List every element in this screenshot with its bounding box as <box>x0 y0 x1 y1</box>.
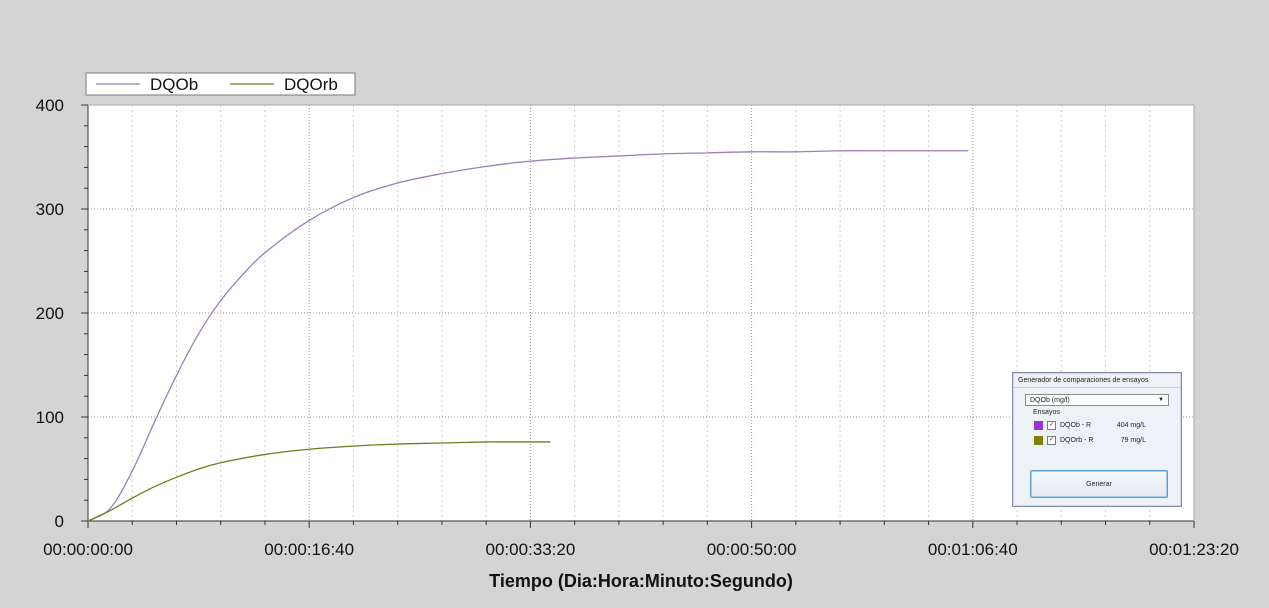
assay-checkbox[interactable]: ✓ <box>1047 421 1056 430</box>
y-tick-label: 300 <box>36 200 64 219</box>
series-line-dqob <box>87 150 969 522</box>
y-tick-label: 0 <box>55 512 64 531</box>
y-ticks: 0 100 200 300 400 <box>36 96 64 531</box>
legend-label-dqorb: DQOrb <box>284 75 338 94</box>
y-tick-label: 200 <box>36 304 64 323</box>
assays-group-label: Ensayos <box>1033 409 1060 416</box>
x-tick-label: 00:00:33:20 <box>485 540 575 559</box>
x-ticks: 00:00:00:00 00:00:16:40 00:00:33:20 00:00:5… <box>43 540 1239 559</box>
x-tick-label: 00:00:00:00 <box>43 540 133 559</box>
assay-name: DQOb - R <box>1060 422 1092 429</box>
x-tick-label: 00:00:16:40 <box>264 540 354 559</box>
axes <box>81 104 1195 528</box>
panel-title: Generador de comparaciones de ensayos <box>1013 373 1181 388</box>
assay-checkbox[interactable]: ✓ <box>1047 436 1056 445</box>
dropdown-value: DQOb (mg/l) <box>1030 396 1070 404</box>
parameter-dropdown[interactable]: DQOb (mg/l) ▼ <box>1025 394 1169 406</box>
chevron-down-icon: ▼ <box>1158 397 1164 403</box>
y-tick-label: 400 <box>36 96 64 115</box>
x-tick-label: 00:01:06:40 <box>928 540 1018 559</box>
assay-name: DQOrb - R <box>1060 437 1094 444</box>
assay-value: 404 mg/L <box>1116 422 1146 429</box>
y-tick-label: 100 <box>36 408 64 427</box>
assay-value: 79 mg/L <box>1120 437 1146 444</box>
assay-color-swatch <box>1034 421 1043 430</box>
assay-color-swatch <box>1034 436 1043 445</box>
grid <box>88 104 1195 521</box>
series-line-dqorb <box>87 441 551 522</box>
x-tick-label: 00:00:50:00 <box>707 540 797 559</box>
generate-button[interactable]: Generar <box>1030 470 1168 498</box>
series-group <box>87 150 969 522</box>
x-tick-label: 00:01:23:20 <box>1149 540 1239 559</box>
comparison-generator-panel: Generador de comparaciones de ensayos DQ… <box>1012 372 1182 507</box>
assay-row-dqob: ✓ DQOb - R 404 mg/L <box>1034 420 1181 431</box>
assay-row-dqorb: ✓ DQOrb - R 79 mg/L <box>1034 435 1181 446</box>
legend-label-dqob: DQOb <box>150 75 198 94</box>
legend: DQOb DQOrb <box>85 72 356 96</box>
x-axis-title: Tiempo (Dia:Hora:Minuto:Segundo) <box>489 571 793 591</box>
